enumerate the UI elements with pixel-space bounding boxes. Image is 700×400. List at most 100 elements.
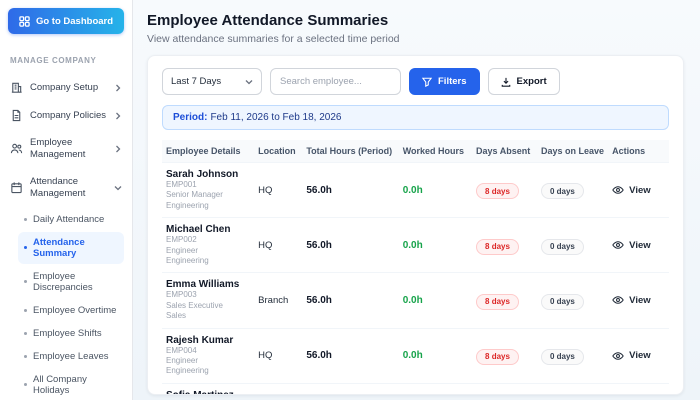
funnel-icon: [422, 77, 432, 87]
eye-icon: [612, 241, 624, 250]
employee-details-cell: Michael Chen EMP002 Engineer Engineering: [162, 217, 255, 273]
employee-details-cell: Emma Williams EMP003 Sales Executive Sal…: [162, 272, 255, 329]
column-header-total-hours: Total Hours (Period): [302, 140, 399, 163]
sidebar-item-company-setup[interactable]: Company Setup: [8, 75, 124, 100]
employee-id: EMP004: [166, 345, 197, 355]
days-on-leave-badge: 0 days: [540, 183, 584, 200]
sidebar-item-employee-management[interactable]: Employee Management: [8, 131, 124, 167]
employee-name: Sofia Martinez: [166, 390, 250, 394]
employee-details-cell: Rajesh Kumar EMP004 Engineer Engineering: [162, 327, 255, 384]
sidebar-subitem-daily-attendance[interactable]: Daily Attendance: [18, 209, 124, 230]
days-absent-badge: 8 days: [476, 348, 519, 365]
days-on-leave-cell: 0 days: [536, 217, 609, 273]
subitem-label: All Company Holidays: [33, 373, 87, 396]
sidebar-nav: Company Setup Company Policies Employee …: [8, 75, 124, 400]
employee-role: Engineer: [166, 355, 199, 365]
filter-toolbar: Last 7 Days Filters Export: [162, 68, 669, 95]
sidebar-section-label: MANAGE COMPANY: [10, 56, 97, 65]
sidebar-item-attendance-management[interactable]: Attendance Management: [8, 170, 124, 206]
employee-department: Sales: [166, 311, 187, 321]
filters-button[interactable]: Filters: [409, 68, 480, 95]
employee-details-cell: Sarah Johnson EMP001 Senior Manager Engi…: [162, 161, 255, 218]
sidebar-item-label: Attendance Management: [30, 175, 86, 199]
attendance-summary-card: Last 7 Days Filters Export Period:Feb 11…: [147, 55, 684, 395]
filters-button-label: Filters: [438, 76, 467, 87]
employee-role: Senior Manager: [166, 190, 223, 200]
date-range-select[interactable]: Last 7 Days: [162, 68, 262, 95]
total-hours-cell: 56.0h: [302, 382, 399, 394]
calendar-icon: [11, 182, 22, 194]
location-cell: Branch: [254, 382, 303, 394]
sidebar-item-label: Company Policies: [30, 109, 107, 121]
days-on-leave-cell: 0 days: [536, 382, 609, 394]
employee-department: Engineering: [166, 200, 209, 210]
eye-icon: [612, 351, 624, 360]
employee-department: Engineering: [166, 366, 209, 376]
dashboard-button-label: Go to Dashboard: [35, 15, 114, 27]
bullet-icon: [24, 383, 27, 386]
table-header: Employee Details Location Total Hours (P…: [162, 140, 669, 163]
employee-id: EMP003: [166, 290, 197, 300]
view-button-label: View: [629, 239, 651, 251]
worked-hours-cell: 0.0h: [398, 217, 473, 273]
view-button[interactable]: View: [612, 294, 651, 306]
days-on-leave-cell: 0 days: [536, 272, 609, 329]
page-title: Employee Attendance Summaries: [147, 12, 389, 29]
days-on-leave-cell: 0 days: [536, 161, 609, 218]
sidebar-subitem-employee-leaves[interactable]: Employee Leaves: [18, 346, 124, 367]
subitem-label: Employee Shifts: [33, 327, 102, 339]
bullet-icon: [24, 331, 27, 335]
period-banner: Period: Feb 11, 2026 to Feb 18, 2026: [162, 105, 669, 130]
sidebar-subitem-employee-overtime[interactable]: Employee Overtime: [18, 300, 124, 321]
export-button[interactable]: Export: [487, 68, 560, 95]
location-cell: HQ: [254, 327, 303, 384]
main-content: Employee Attendance Summaries View atten…: [133, 0, 700, 400]
chevron-down-icon: [245, 79, 253, 84]
days-absent-cell: 8 days: [472, 217, 537, 273]
bullet-icon: [24, 217, 27, 221]
download-icon: [501, 77, 510, 87]
column-header-employee-details: Employee Details: [162, 140, 255, 163]
sidebar-item-label: Company Setup: [30, 81, 99, 93]
view-button-label: View: [629, 350, 651, 362]
total-hours-cell: 56.0h: [302, 161, 399, 218]
location-cell: HQ: [254, 217, 303, 273]
bullet-icon: [24, 246, 27, 249]
total-hours-cell: 56.0h: [302, 217, 399, 273]
table-row: Rajesh Kumar EMP004 Engineer Engineering…: [162, 327, 669, 384]
eye-icon: [612, 296, 624, 305]
column-header-worked-hours: Worked Hours: [398, 140, 473, 163]
go-to-dashboard-button[interactable]: Go to Dashboard: [8, 8, 124, 34]
column-header-actions: Actions: [608, 140, 669, 163]
subitem-label: Employee Discrepancies: [33, 270, 93, 293]
subitem-label: Attendance Summary: [33, 236, 85, 259]
actions-cell: View: [608, 382, 669, 394]
employee-details-cell: Sofia Martinez EMP005 Sales Executive Sa…: [162, 382, 255, 394]
sidebar-subitem-employee-shifts[interactable]: Employee Shifts: [18, 323, 124, 344]
page-subtitle: View attendance summaries for a selected…: [147, 33, 400, 45]
sidebar-item-company-policies[interactable]: Company Policies: [8, 103, 124, 128]
view-button[interactable]: View: [612, 239, 651, 251]
search-input[interactable]: [270, 68, 401, 95]
table-row: Sofia Martinez EMP005 Sales Executive Sa…: [162, 382, 669, 394]
sidebar-subitem-attendance-summary[interactable]: Attendance Summary: [18, 231, 124, 264]
employee-role: Sales Executive: [166, 300, 223, 310]
bullet-icon: [24, 280, 27, 283]
sidebar-subitem-all-company-holidays[interactable]: All Company Holidays: [18, 369, 124, 400]
view-button-label: View: [629, 294, 651, 306]
sidebar: Go to Dashboard MANAGE COMPANY Company S…: [0, 0, 133, 400]
sidebar-subitem-employee-discrepancies[interactable]: Employee Discrepancies: [18, 266, 124, 298]
actions-cell: View: [608, 327, 669, 384]
employee-name: Sarah Johnson: [166, 169, 239, 180]
bullet-icon: [24, 354, 27, 358]
view-button[interactable]: View: [612, 350, 651, 362]
view-button[interactable]: View: [612, 184, 651, 196]
table-row: Michael Chen EMP002 Engineer Engineering…: [162, 217, 669, 273]
table-body: Sarah Johnson EMP001 Senior Manager Engi…: [162, 161, 669, 394]
actions-cell: View: [608, 217, 669, 273]
days-on-leave-cell: 0 days: [536, 327, 609, 384]
days-absent-cell: 8 days: [472, 161, 537, 218]
attendance-submenu: Daily Attendance Attendance Summary Empl…: [8, 209, 124, 400]
days-absent-cell: 8 days: [472, 272, 537, 329]
